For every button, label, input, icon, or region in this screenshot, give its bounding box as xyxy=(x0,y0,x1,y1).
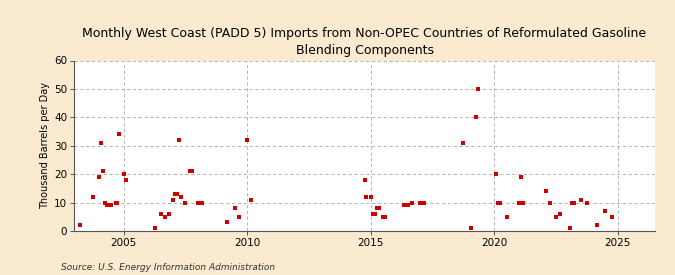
Point xyxy=(365,195,376,199)
Point xyxy=(87,195,98,199)
Point xyxy=(100,200,111,205)
Point xyxy=(112,200,123,205)
Point xyxy=(569,200,580,205)
Point xyxy=(551,214,562,219)
Point xyxy=(149,226,160,230)
Point xyxy=(458,141,468,145)
Point xyxy=(163,212,174,216)
Text: Source: U.S. Energy Information Administration: Source: U.S. Energy Information Administ… xyxy=(61,263,275,272)
Point xyxy=(172,192,183,196)
Point xyxy=(169,192,180,196)
Point xyxy=(120,178,131,182)
Point xyxy=(516,175,526,179)
Point xyxy=(373,206,384,210)
Point xyxy=(501,214,512,219)
Point xyxy=(221,220,232,225)
Point xyxy=(379,214,390,219)
Point xyxy=(192,200,203,205)
Point xyxy=(398,203,409,208)
Point xyxy=(230,206,240,210)
Point xyxy=(361,195,372,199)
Point xyxy=(176,195,186,199)
Point xyxy=(184,169,195,174)
Point xyxy=(359,178,370,182)
Point xyxy=(167,197,178,202)
Point xyxy=(606,214,617,219)
Point xyxy=(565,226,576,230)
Point xyxy=(96,141,107,145)
Point xyxy=(75,223,86,227)
Point xyxy=(174,138,185,142)
Point xyxy=(98,169,109,174)
Point xyxy=(369,212,380,216)
Point xyxy=(540,189,551,193)
Point xyxy=(466,226,477,230)
Point xyxy=(472,87,483,91)
Point xyxy=(493,200,504,205)
Point xyxy=(155,212,166,216)
Point xyxy=(495,200,506,205)
Point xyxy=(567,200,578,205)
Point xyxy=(600,209,611,213)
Point xyxy=(514,200,524,205)
Point xyxy=(159,214,170,219)
Point xyxy=(118,172,129,176)
Point xyxy=(470,115,481,120)
Point xyxy=(180,200,191,205)
Point xyxy=(114,132,125,137)
Point xyxy=(186,169,197,174)
Point xyxy=(544,200,555,205)
Point xyxy=(234,214,244,219)
Point xyxy=(106,203,117,208)
Point xyxy=(371,206,382,210)
Y-axis label: Thousand Barrels per Day: Thousand Barrels per Day xyxy=(40,82,50,209)
Point xyxy=(406,200,417,205)
Point xyxy=(94,175,105,179)
Point xyxy=(419,200,430,205)
Point xyxy=(518,200,529,205)
Point xyxy=(377,214,388,219)
Point xyxy=(402,203,413,208)
Title: Monthly West Coast (PADD 5) Imports from Non-OPEC Countries of Reformulated Gaso: Monthly West Coast (PADD 5) Imports from… xyxy=(82,27,647,57)
Point xyxy=(367,212,378,216)
Point xyxy=(555,212,566,216)
Point xyxy=(242,138,252,142)
Point xyxy=(575,197,586,202)
Point xyxy=(196,200,207,205)
Point xyxy=(102,203,113,208)
Point xyxy=(491,172,502,176)
Point xyxy=(414,200,425,205)
Point xyxy=(110,200,121,205)
Point xyxy=(581,200,592,205)
Point xyxy=(246,197,256,202)
Point xyxy=(592,223,603,227)
